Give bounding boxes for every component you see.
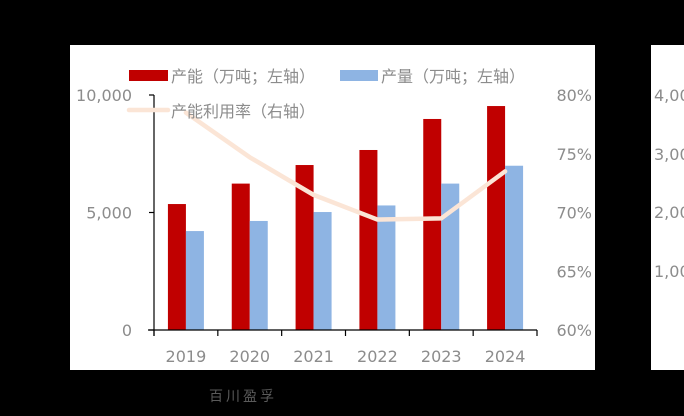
bar xyxy=(313,212,332,330)
bar xyxy=(295,165,314,330)
x-axis-label: 2022 xyxy=(357,347,398,366)
x-axis-label: 2021 xyxy=(293,347,334,366)
next-chart-axis-label: 4,00 xyxy=(654,86,684,105)
right-axis-label: 80% xyxy=(556,86,592,105)
bar xyxy=(487,106,506,330)
left-axis-label: 5,000 xyxy=(86,204,132,223)
bar xyxy=(505,165,524,330)
next-chart-axis: 4,00 3,00 2,00 1,00 xyxy=(654,86,684,281)
x-axis-label: 2024 xyxy=(485,347,526,366)
next-chart-panel-partial: 4,00 3,00 2,00 1,00 xyxy=(651,45,684,370)
bar xyxy=(249,220,268,330)
legend-item-1: 产量（万吨；左轴） xyxy=(340,67,525,86)
bar xyxy=(441,183,460,330)
combo-chart: 0 5,000 10,000 2019 2020 2021 2022 2023 2024 60% 6… xyxy=(76,67,592,366)
right-axis-label: 70% xyxy=(556,204,592,223)
bar xyxy=(423,118,442,330)
next-chart-axis-label: 2,00 xyxy=(654,203,684,222)
next-chart-axis-label: 3,00 xyxy=(654,145,684,164)
right-axis-label: 65% xyxy=(556,262,592,281)
x-axis-label: 2020 xyxy=(229,347,270,366)
bar xyxy=(185,231,204,330)
chart-panel: 0 5,000 10,000 2019 2020 2021 2022 2023 2024 60% 6… xyxy=(70,45,595,370)
legend-item-0: 产能（万吨；左轴） xyxy=(129,67,315,86)
watermark-text: 百川盈孚 xyxy=(209,389,277,405)
right-axis-label: 60% xyxy=(556,321,592,340)
left-axis-label: 10,000 xyxy=(76,86,132,105)
bar xyxy=(377,205,396,330)
legend-label: 产能利用率（右轴） xyxy=(171,102,315,121)
legend-label: 产量（万吨；左轴） xyxy=(381,67,525,86)
x-axis-label: 2019 xyxy=(166,347,207,366)
next-chart-axis-label: 1,00 xyxy=(654,262,684,281)
right-axis-label: 75% xyxy=(556,145,592,164)
bar-series-1 xyxy=(185,165,524,330)
legend-swatch xyxy=(340,70,378,81)
bar xyxy=(167,204,186,330)
x-axis-label: 2023 xyxy=(421,347,462,366)
bar xyxy=(359,149,378,330)
legend-swatch xyxy=(129,70,168,81)
bar-series-0 xyxy=(167,106,506,330)
utilization-line xyxy=(183,110,508,222)
bar xyxy=(231,183,250,330)
left-axis-label: 0 xyxy=(122,321,132,340)
legend-item-2: 产能利用率（右轴） xyxy=(126,102,315,121)
legend: 产能（万吨；左轴） 产量（万吨；左轴） 产能利用率（右轴） xyxy=(126,67,525,121)
legend-label: 产能（万吨；左轴） xyxy=(171,67,315,86)
